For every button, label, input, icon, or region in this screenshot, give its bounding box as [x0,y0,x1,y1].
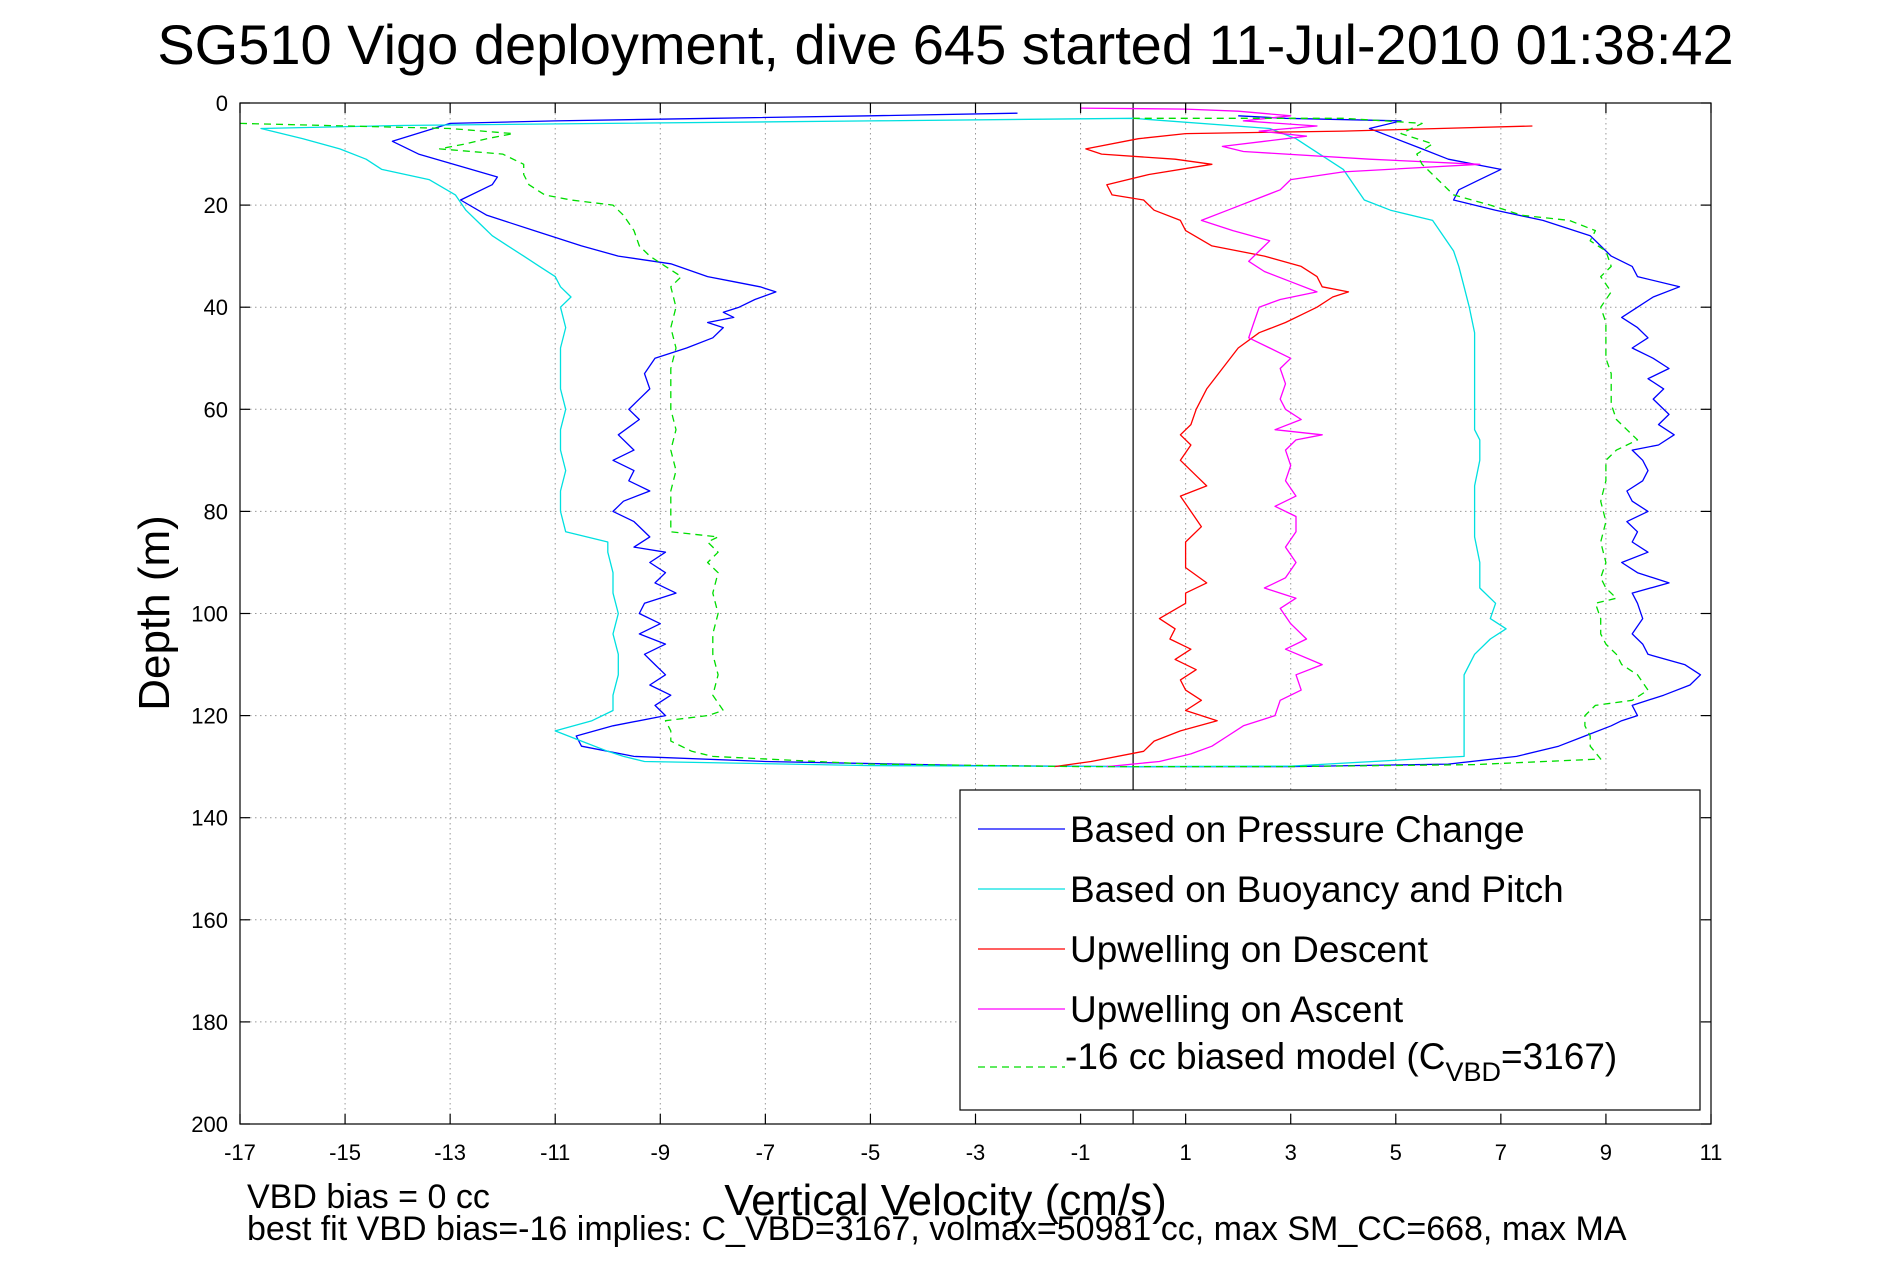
series-biased-model [239,117,1649,768]
series-buoyancy-pitch [260,117,1507,768]
legend-label-pressure: Based on Pressure Change [1070,809,1525,850]
x-tick-label: 11 [1700,1140,1723,1165]
legend-label-model: -16 cc biased model (CVBD=3167) [1065,1036,1617,1087]
y-tick-label: 180 [191,1010,228,1035]
legend-label-buoyancy: Based on Buoyancy and Pitch [1070,869,1564,910]
x-tick-label: -9 [651,1140,671,1165]
x-tick-label: 1 [1180,1140,1192,1165]
series-upwelling-descent [1054,125,1533,768]
y-tick-label: 40 [204,295,228,320]
legend-box [959,789,1701,1111]
footer-best-fit: best fit VBD bias=-16 implies: C_VBD=316… [247,1210,1627,1248]
y-tick-label: 100 [191,602,228,627]
y-tick-label: 80 [204,499,228,524]
legend: Based on Pressure Change Based on Buoyan… [959,789,1701,1111]
x-tick-label: -11 [540,1140,570,1165]
y-tick-label: 140 [191,806,228,831]
x-tick-label: 9 [1600,1140,1612,1165]
axis-ticks: -17 -15 -13 -11 -9 -7 -5 -3 -1 1 3 5 7 9 1102040608010… [191,91,1722,1165]
chart-title: SG510 Vigo deployment, dive 645 started … [157,13,1734,76]
x-tick-label: 5 [1390,1140,1402,1165]
x-tick-label: -1 [1071,1140,1091,1165]
series-layer [239,107,1702,768]
x-tick-label: -7 [756,1140,776,1165]
y-tick-label: 200 [191,1112,228,1137]
y-tick-label: 0 [216,91,228,116]
legend-label-ascent: Upwelling on Ascent [1070,989,1404,1030]
legend-label-descent: Upwelling on Descent [1070,929,1429,970]
y-tick-label: 160 [191,908,228,933]
x-tick-label: -3 [966,1140,986,1165]
series-upwelling-ascent [1080,107,1481,768]
x-tick-label: -15 [329,1140,361,1165]
x-tick-label: -13 [434,1140,466,1165]
x-tick-label: -17 [224,1140,256,1165]
x-tick-label: 7 [1495,1140,1507,1165]
y-tick-label: 120 [191,704,228,729]
x-axis-label: Vertical Velocity (cm/s) [724,1176,1167,1225]
x-tick-label: -5 [861,1140,881,1165]
y-tick-label: 20 [204,193,228,218]
y-tick-label: 60 [204,397,228,422]
y-axis-label: Depth (m) [130,515,179,711]
x-tick-label: 3 [1285,1140,1297,1165]
footer-vbd-bias: VBD bias = 0 cc [247,1178,490,1216]
